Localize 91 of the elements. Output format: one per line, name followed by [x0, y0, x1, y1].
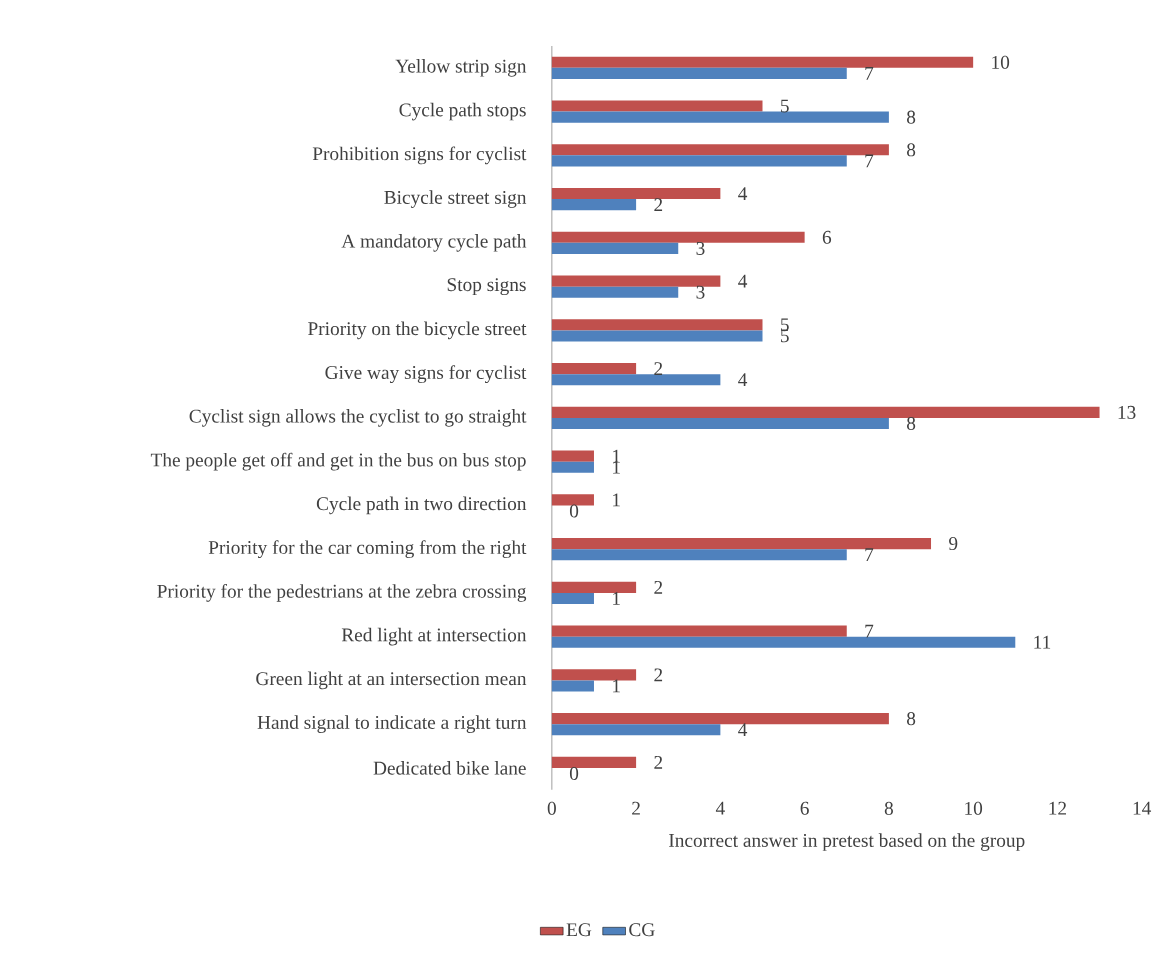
data-label: 2 — [654, 581, 663, 594]
legend-label: EG — [566, 923, 592, 937]
bar — [551, 374, 721, 386]
bar — [551, 581, 637, 594]
data-label: 4 — [738, 187, 748, 201]
x-tick-label: 4 — [715, 801, 725, 815]
bar — [551, 418, 889, 430]
data-label: 5 — [781, 99, 789, 113]
y-tick-label: Priority for the car coming from the right — [208, 540, 527, 559]
data-label: 6 — [822, 230, 832, 244]
bar — [551, 593, 594, 605]
y-tick-label: Cyclist sign allows the cyclist to go straight — [189, 409, 527, 427]
data-label: 8 — [907, 110, 916, 124]
bar — [551, 713, 889, 725]
bar — [551, 363, 637, 375]
bar — [551, 406, 1100, 419]
bar — [551, 330, 763, 342]
data-label: 1 — [613, 679, 620, 693]
bar — [551, 724, 721, 736]
y-tick-label: A mandatory cycle path — [341, 234, 527, 252]
data-label: 1 — [613, 449, 620, 463]
data-label: 0 — [569, 504, 579, 518]
bar — [551, 450, 594, 462]
y-tick-label: Dedicated bike lane — [373, 761, 526, 775]
y-tick-label: Hand signal to indicate a right turn — [257, 715, 527, 734]
bar — [551, 275, 721, 287]
bar — [551, 199, 637, 211]
data-label: 8 — [907, 712, 916, 726]
data-label: 3 — [696, 285, 705, 299]
x-tick-label: 6 — [800, 801, 809, 815]
y-tick-label: Prohibition signs for cyclist — [312, 146, 527, 165]
bar — [551, 111, 889, 123]
x-tick-label: 8 — [884, 801, 893, 815]
bar — [551, 549, 847, 561]
y-tick-label: The people get off and get in the bus on bus stop — [150, 452, 526, 471]
bar — [551, 243, 679, 255]
data-label: 0 — [569, 767, 579, 781]
data-label: 4 — [738, 373, 748, 387]
y-tick-label: Stop signs — [447, 278, 526, 296]
data-label: 7 — [865, 624, 874, 638]
bar — [551, 756, 637, 769]
y-tick-label: Give way signs for cyclist — [325, 365, 527, 384]
x-tick-label: 0 — [547, 801, 556, 815]
data-label: 4 — [738, 274, 748, 288]
bar — [551, 68, 847, 80]
data-label: 1 — [613, 592, 620, 605]
data-label: 8 — [907, 417, 916, 431]
x-tick-label: 14 — [1133, 801, 1152, 815]
y-tick-label: Bicycle street sign — [384, 190, 527, 209]
legend-label: CG — [629, 923, 655, 937]
bar — [551, 538, 932, 550]
bar — [551, 100, 763, 112]
bar — [551, 461, 594, 473]
bar — [551, 144, 889, 156]
y-tick-label: Priority for the pedestrians at the zebra crossing — [157, 584, 527, 602]
x-tick-label: 12 — [1049, 801, 1067, 815]
bar — [551, 231, 805, 244]
y-tick-label: Green light at an intersection mean — [256, 671, 527, 690]
y-tick-label: Red light at intersection — [341, 627, 527, 646]
data-label: 7 — [865, 548, 874, 562]
data-label: 7 — [865, 154, 874, 168]
data-label: 13 — [1118, 406, 1136, 419]
data-label: 2 — [654, 668, 663, 682]
y-tick-label: Priority on the bicycle street — [308, 321, 527, 340]
bar — [551, 188, 721, 200]
data-label: 9 — [949, 537, 958, 551]
bar — [551, 636, 1016, 648]
x-axis-title: Incorrect answer in pretest based on the group — [669, 833, 1025, 852]
bar — [551, 56, 974, 68]
bar — [551, 155, 847, 167]
data-label: 11 — [1034, 635, 1051, 649]
y-tick-label: Cycle path in two direction — [316, 496, 527, 515]
y-tick-label: Yellow strip sign — [395, 59, 527, 77]
y-tick-label: Cycle path stops — [399, 102, 526, 121]
data-label: 3 — [696, 242, 705, 256]
bar — [551, 680, 594, 692]
x-tick-label: 10 — [965, 801, 983, 815]
data-label: 7 — [865, 67, 874, 80]
data-label: 4 — [738, 723, 748, 737]
bar — [551, 494, 594, 506]
x-tick-label: 2 — [632, 801, 640, 815]
data-label: 2 — [654, 756, 663, 769]
data-label: 2 — [654, 362, 663, 376]
bar — [551, 669, 637, 681]
data-label: 10 — [992, 55, 1010, 69]
bar — [551, 319, 763, 331]
data-label: 1 — [613, 493, 620, 507]
data-label: 8 — [907, 143, 916, 157]
bar — [551, 286, 679, 298]
data-label: 2 — [654, 198, 663, 212]
bar — [551, 625, 847, 637]
